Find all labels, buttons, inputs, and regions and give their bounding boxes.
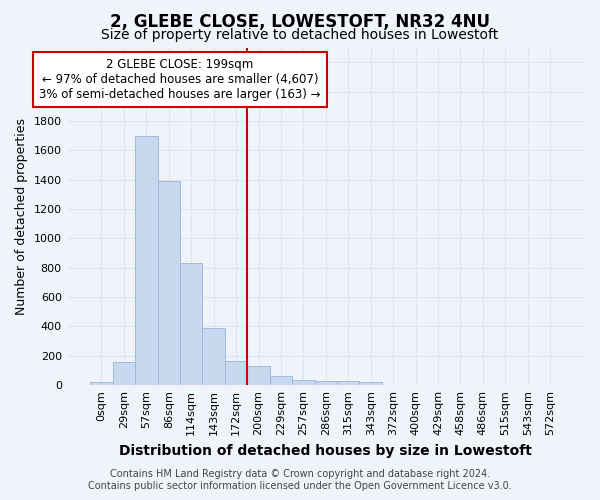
Text: 2, GLEBE CLOSE, LOWESTOFT, NR32 4NU: 2, GLEBE CLOSE, LOWESTOFT, NR32 4NU [110,12,490,30]
Text: Size of property relative to detached houses in Lowestoft: Size of property relative to detached ho… [101,28,499,42]
Bar [180,262,202,385]
Bar [247,366,270,385]
Bar [135,136,158,385]
Bar [90,382,113,385]
Bar [225,361,247,385]
Bar [292,380,314,385]
Bar [113,362,135,385]
Bar [158,181,180,385]
Bar [337,381,359,385]
Bar [270,376,292,385]
Bar [202,328,225,385]
Text: Contains HM Land Registry data © Crown copyright and database right 2024.
Contai: Contains HM Land Registry data © Crown c… [88,470,512,491]
Bar [314,381,337,385]
Y-axis label: Number of detached properties: Number of detached properties [15,118,28,315]
Bar [359,382,382,385]
Text: 2 GLEBE CLOSE: 199sqm
← 97% of detached houses are smaller (4,607)
3% of semi-de: 2 GLEBE CLOSE: 199sqm ← 97% of detached … [39,58,321,102]
X-axis label: Distribution of detached houses by size in Lowestoft: Distribution of detached houses by size … [119,444,532,458]
